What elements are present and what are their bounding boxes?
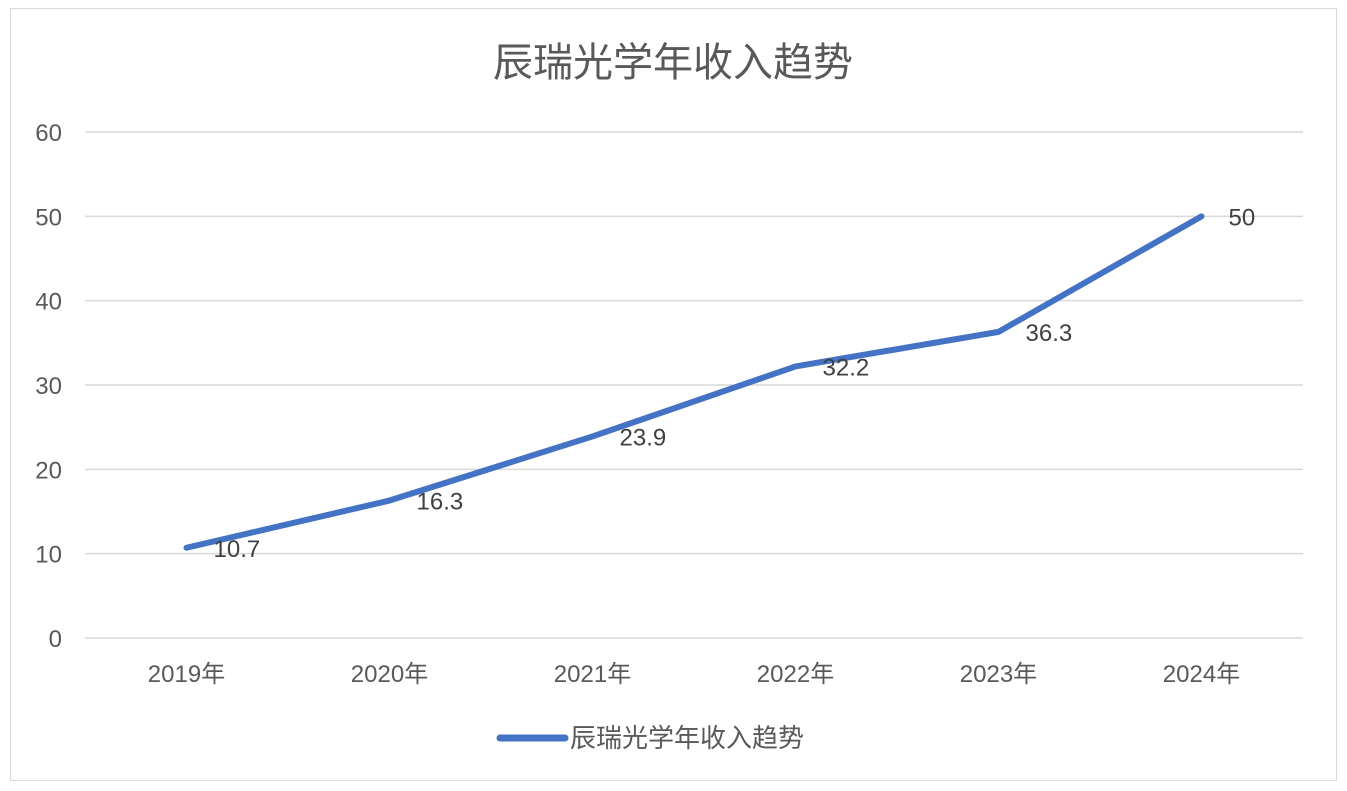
y-tick-label: 10 [35,542,62,569]
data-label: 16.3 [417,489,464,516]
series-group [183,213,1205,551]
x-tick-label: 2023年 [960,661,1037,688]
x-tick-label: 2019年 [148,661,225,688]
data-label: 23.9 [620,424,667,451]
y-tick-label: 30 [35,373,62,400]
x-tick-label: 2024年 [1163,661,1240,688]
x-tick-label: 2020年 [351,661,428,688]
series-line [183,213,1205,551]
data-label: 50 [1229,204,1256,231]
y-tick-label: 40 [35,289,62,316]
x-axis-ticks: 2019年 2020年 2021年 2022年 2023年 2024年 [148,661,1240,688]
y-axis-ticks: 0 10 20 30 40 50 60 [35,120,62,653]
y-tick-label: 0 [49,626,62,653]
y-tick-label: 60 [35,120,62,147]
data-label: 32.2 [823,354,870,381]
legend-label: 辰瑞光学年收入趋势 [570,723,804,753]
y-tick-label: 20 [35,457,62,484]
chart-frame [10,8,1337,781]
y-tick-label: 50 [35,204,62,231]
gridlines [85,131,1303,639]
data-label: 10.7 [214,536,261,563]
x-tick-label: 2021年 [554,661,631,688]
x-tick-label: 2022年 [757,661,834,688]
data-label: 36.3 [1026,320,1073,347]
legend: 辰瑞光学年收入趋势 [496,723,804,753]
chart-title: 辰瑞光学年收入趋势 [493,41,853,85]
data-labels: 10.7 16.3 23.9 32.2 36.3 50 [214,204,1256,562]
